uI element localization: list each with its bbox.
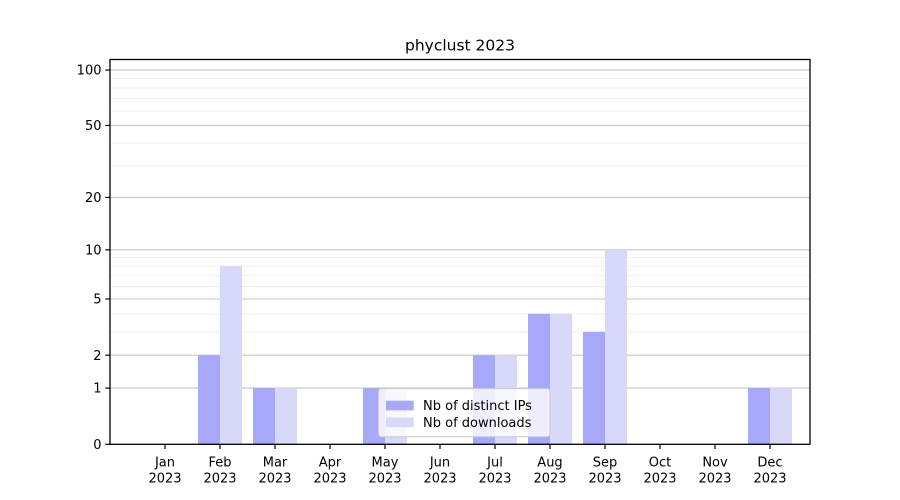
x-tick-label-month: Mar: [263, 456, 288, 471]
legend-label-downloads: Nb of downloads: [423, 416, 532, 431]
bar-downloads: [605, 249, 627, 445]
x-tick-label-year: 2023: [258, 471, 291, 486]
y-tick-label: 0: [93, 438, 101, 453]
legend: Nb of distinct IPs Nb of downloads: [378, 388, 551, 438]
x-tick-label-year: 2023: [423, 471, 456, 486]
bar-distinct-ips: [198, 355, 220, 445]
bar-downloads: [220, 266, 242, 445]
x-tick-label-month: Dec: [757, 456, 782, 471]
x-tick-label-year: 2023: [313, 471, 346, 486]
plot-frame: [109, 58, 811, 445]
bar-distinct-ips: [253, 388, 275, 445]
x-tick-label-month: Jun: [429, 456, 450, 471]
y-tick-label: 1: [93, 382, 101, 397]
legend-swatch-downloads-icon: [386, 417, 414, 428]
x-tick-label-year: 2023: [203, 471, 236, 486]
x-tick-label-month: May: [372, 456, 399, 471]
legend-swatch-distinct-ips-icon: [386, 400, 414, 411]
x-tick-label-year: 2023: [478, 471, 511, 486]
axes-group: [105, 58, 811, 449]
bar-distinct-ips: [748, 388, 770, 445]
x-tick-label-year: 2023: [643, 471, 676, 486]
x-tick-label-year: 2023: [148, 471, 181, 486]
legend-box: [378, 388, 551, 438]
x-tick-label-month: Oct: [649, 456, 671, 471]
legend-label-distinct-ips: Nb of distinct IPs: [423, 399, 532, 414]
major-gridlines: [110, 69, 810, 389]
x-tick-label-month: Apr: [319, 456, 342, 471]
x-tick-label-month: Feb: [208, 456, 231, 471]
y-tick-label: 100: [77, 64, 102, 79]
x-tick-label-year: 2023: [698, 471, 731, 486]
y-tick-label: 5: [93, 293, 101, 308]
y-tick-label: 2: [93, 349, 101, 364]
x-tick-label-year: 2023: [368, 471, 401, 486]
bar-downloads: [550, 313, 572, 445]
y-tick-label: 50: [85, 119, 102, 134]
chart-title: phyclust 2023: [405, 37, 515, 55]
x-tick-label-year: 2023: [533, 471, 566, 486]
axis-labels-group: 0125102050100Jan2023Feb2023Mar2023Apr202…: [77, 64, 787, 487]
bar-downloads: [770, 388, 792, 445]
minor-gridlines: [110, 78, 810, 333]
x-tick-label-month: Nov: [702, 456, 728, 471]
x-tick-label-month: Jul: [486, 456, 503, 471]
x-tick-label-year: 2023: [588, 471, 621, 486]
x-tick-label-month: Sep: [593, 456, 618, 471]
x-tick-label-month: Aug: [537, 456, 562, 471]
bars-group: [198, 249, 792, 445]
y-tick-label: 20: [85, 191, 102, 206]
bar-distinct-ips: [583, 331, 605, 445]
x-tick-label-month: Jan: [154, 456, 175, 471]
bar-downloads: [275, 388, 297, 445]
x-tick-label-year: 2023: [753, 471, 786, 486]
y-tick-label: 10: [85, 243, 102, 258]
